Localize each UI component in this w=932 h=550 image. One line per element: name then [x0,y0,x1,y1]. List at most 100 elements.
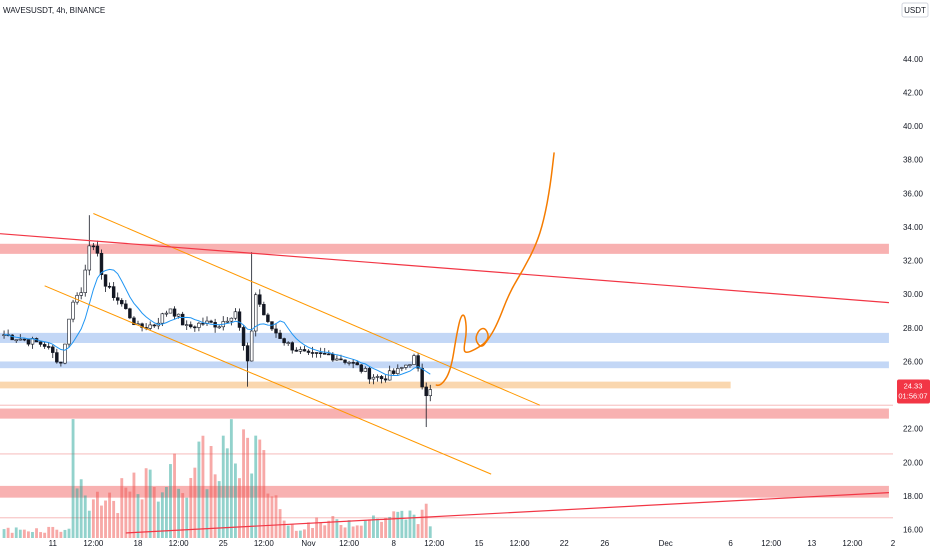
volume-bar [148,469,152,538]
candle-body [10,334,14,341]
candle-body [26,339,31,345]
candles-layer [2,215,432,428]
volume-bar [408,510,412,538]
volume-bar [315,517,319,538]
y-tick-label: 38.00 [903,156,924,165]
candle-body [225,320,230,323]
candle-body [189,324,193,328]
volume-layer [2,419,432,538]
candle-body [428,389,432,397]
volume-bar [112,500,116,538]
volume-bar [205,489,209,538]
volume-bar [71,419,75,538]
currency-label: USDT [904,6,926,15]
volume-bar [238,478,241,538]
volume-bar [193,467,197,538]
volume-bar [67,528,71,538]
y-tick-label: 18.00 [903,492,924,501]
candle-body [262,304,266,316]
volume-bar [185,497,189,538]
candle-body [363,368,368,372]
x-tick-label: 12:00 [169,539,190,548]
x-tick-label: 12:00 [424,539,445,548]
volume-bar [201,435,205,538]
volume-bar [31,532,34,538]
volume-bar [229,419,233,538]
y-tick-label: 20.00 [903,458,924,467]
volume-bar [303,529,306,538]
candle-body [18,338,23,341]
candle-body [233,311,238,319]
price-axis[interactable] [893,0,932,550]
y-tick-label: 22.00 [903,425,924,434]
trend-line [0,233,889,304]
x-tick-label: 22 [560,539,569,548]
volume-bar [217,481,221,538]
volume-bar [416,524,420,538]
candle-body [160,313,165,324]
currency-badge[interactable] [901,2,929,18]
candle-body [99,252,104,276]
volume-bar [35,528,38,538]
x-tick-label: 2 [891,539,896,548]
volume-bar [412,514,416,538]
volume-bar [75,488,79,538]
candle-body [249,330,254,362]
volume-bar [355,525,359,538]
volume-bar [128,491,132,538]
candle-body [258,294,262,305]
volume-bar [177,488,181,538]
volume-bar [83,495,87,538]
volume-bar [363,520,367,538]
candle-body [371,376,376,380]
volume-bar [359,525,363,538]
y-tick-labels: 16.0018.0020.0022.0024.0026.0028.0030.00… [903,55,924,535]
candle-body [302,349,307,352]
candle-body [55,352,59,363]
x-tick-label: 12:00 [761,539,782,548]
candle-body [314,352,319,354]
volume-bar [347,520,351,538]
volume-bar [2,529,6,538]
volume-bar [91,499,95,538]
candle-body [176,313,181,317]
candle-body [120,300,124,305]
y-tick-label: 30.00 [903,290,924,299]
volume-bar [380,521,383,538]
x-tick-label: 12:00 [842,539,863,548]
candle-body [140,323,144,328]
candle-body [347,362,351,364]
drawings-layer [0,152,889,534]
candle-body [184,324,189,326]
volume-bar [140,499,144,538]
volume-bar [189,477,193,538]
x-tick-label: 13 [807,539,816,548]
volume-bar [124,487,128,538]
volume-bar [242,429,245,538]
volume-bar [270,496,274,538]
volume-bar [274,495,278,538]
candle-body [278,332,282,339]
candle-body [290,342,294,351]
candle-body [424,386,428,397]
volume-bar [250,473,254,538]
candle-body [87,245,92,271]
candle-body [245,345,250,362]
volume-bar [160,492,164,538]
candle-body [128,308,132,319]
candle-body [335,358,339,361]
volume-bar [165,487,168,538]
volume-bar [294,530,298,538]
candle-body [38,341,43,345]
candle-body [241,327,246,346]
candle-body [95,245,100,254]
volume-bar [152,487,156,538]
candle-body [42,344,47,347]
y-tick-label: 16.00 [903,526,924,535]
volume-bar [169,464,172,538]
candle-body [379,376,384,380]
volume-bar [428,526,432,538]
volume-bar [246,437,250,538]
y-tick-label: 26.00 [903,357,924,366]
